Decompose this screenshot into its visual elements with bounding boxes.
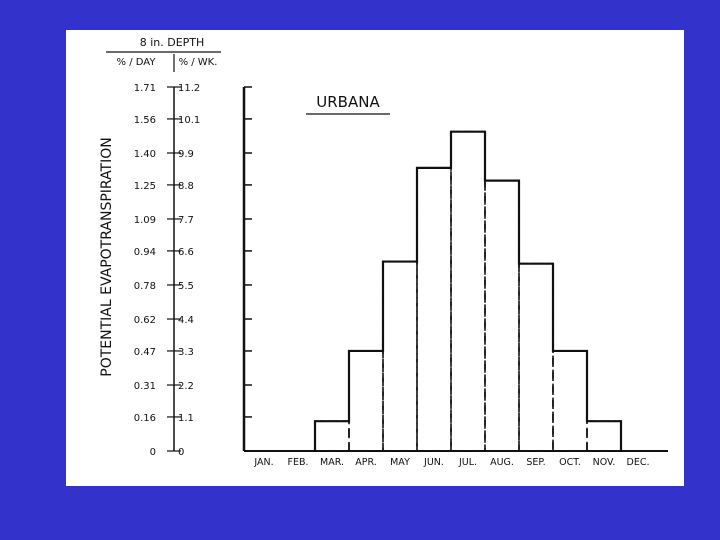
y-tick-label-day: 1.71 xyxy=(134,83,156,94)
month-label: JUN. xyxy=(423,457,444,468)
month-label: JAN. xyxy=(253,457,273,468)
y-tick-label-day: 0.94 xyxy=(134,247,156,258)
y-axis-title: POTENTIAL EVAPOTRANSPIRATION xyxy=(99,137,115,376)
evapotranspiration-chart: 8 in. DEPTH % / DAY % / WK. POTENTIAL EV… xyxy=(99,36,668,468)
month-label: OCT. xyxy=(559,457,581,468)
y-tick-label-week: 2.2 xyxy=(178,381,194,392)
bar-jun xyxy=(416,167,452,452)
month-label: NOV. xyxy=(593,457,616,468)
y-tick-label-week: 8.8 xyxy=(178,181,194,192)
bar-nov xyxy=(586,420,622,452)
y-tick-label-week: 11.2 xyxy=(178,83,200,94)
y-tick-label-day: 0.78 xyxy=(134,281,156,292)
bar-aug xyxy=(484,179,520,452)
y-tick-label-week: 0 xyxy=(178,447,184,458)
y-tick-label-day: 0.47 xyxy=(134,347,156,358)
month-label: DEC. xyxy=(627,457,650,468)
unit-week-label: % / WK. xyxy=(179,57,218,68)
month-label: JUL. xyxy=(458,457,477,468)
y-ticks: 1.71 11.2 1.56 10.1 1.40 9.9 1.25 8.8 1.09 7.7 0.9… xyxy=(134,83,252,458)
depth-header: 8 in. DEPTH xyxy=(140,36,205,49)
bars xyxy=(313,130,623,452)
y-tick-label-week: 9.9 xyxy=(178,149,194,160)
bar-sep xyxy=(518,262,554,452)
y-tick-label-day: 1.09 xyxy=(134,215,156,226)
y-tick-label-week: 7.7 xyxy=(178,215,194,226)
y-tick-label-day: 0.31 xyxy=(134,381,156,392)
month-label: APR. xyxy=(355,457,377,468)
y-tick-label-day: 1.56 xyxy=(134,115,156,126)
chart-paper: 8 in. DEPTH % / DAY % / WK. POTENTIAL EV… xyxy=(66,30,684,486)
histogram-outline xyxy=(313,130,623,451)
y-tick-label-week: 6.6 xyxy=(178,247,194,258)
month-label: MAR. xyxy=(320,457,344,468)
bar-jul xyxy=(450,130,486,452)
bar-mar xyxy=(314,420,350,452)
y-tick-label-week: 3.3 xyxy=(178,347,194,358)
y-tick-label-week: 5.5 xyxy=(178,281,194,292)
bar-apr xyxy=(348,350,384,452)
y-tick-label-week: 1.1 xyxy=(178,413,194,424)
chart-title: URBANA xyxy=(316,93,380,111)
month-label: MAY xyxy=(390,457,410,468)
y-tick-label-week: 10.1 xyxy=(178,115,200,126)
y-tick-label-day: 1.40 xyxy=(134,149,156,160)
unit-day-label: % / DAY xyxy=(117,57,157,68)
bar-oct xyxy=(552,350,588,452)
month-label: SEP. xyxy=(526,457,545,468)
y-tick-label-day: 1.25 xyxy=(134,181,156,192)
y-tick-label-day: 0.62 xyxy=(134,315,156,326)
y-tick-label-day: 0.16 xyxy=(134,413,156,424)
month-labels: JAN. FEB. MAR. APR. MAY JUN. JUL. AUG. SEP. OCT. N… xyxy=(253,457,649,468)
y-tick-label-week: 4.4 xyxy=(178,315,194,326)
month-label: AUG. xyxy=(490,457,514,468)
bar-may xyxy=(382,260,418,452)
y-tick-label-day: 0 xyxy=(150,447,156,458)
month-label: FEB. xyxy=(287,457,308,468)
